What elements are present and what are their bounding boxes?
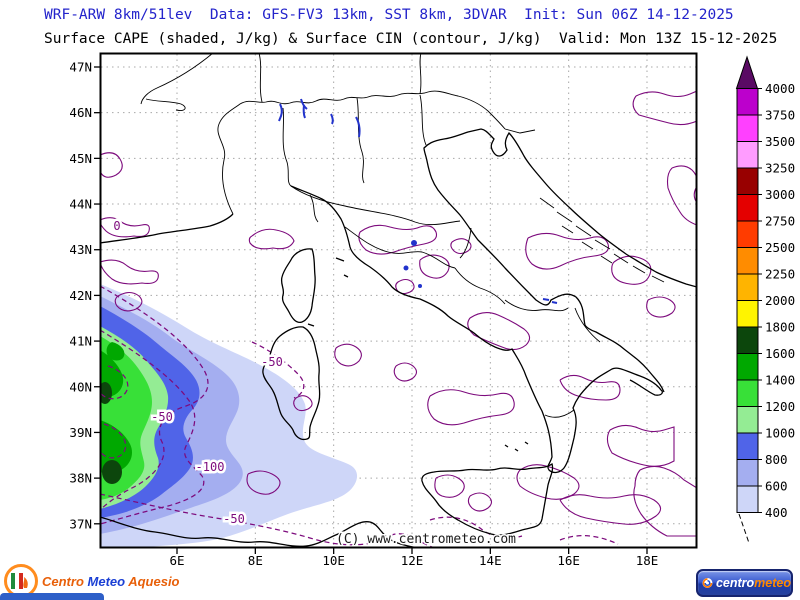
colorbar-segment [736,220,759,248]
lat-tick-label: 40N [69,379,92,394]
lat-tick-label: 43N [69,242,92,257]
watermark: (C) www.centrometeo.com [336,532,516,547]
cin-contour-label: -50 [261,355,283,369]
lat-tick-label: 41N [69,334,92,349]
right-logo-word1: centro [715,576,755,590]
axis-ticks [94,66,648,554]
colorbar-tick-label: 1800 [765,320,795,335]
colorbar-segment [736,459,759,487]
colorbar-tick-label: 3750 [765,108,795,123]
lon-tick-label: 18E [636,553,659,568]
colorbar-tick-label: 3250 [765,161,795,176]
lat-tick-label: 44N [69,197,92,212]
colorbar-tick-label: 1200 [765,399,795,414]
cin-contour-label: -50 [151,410,173,424]
left-logo-icon [4,564,38,598]
lat-tick-label: 47N [69,60,92,75]
axis-labels: 47N 46N 45N 44N 43N 42N 41N 40N 39N 38N 37N 6E 8E 10E… [69,60,658,569]
colorbar-tick-label: 3000 [765,187,795,202]
right-logo-swirl-icon [702,578,713,588]
colorbar-segment [736,167,759,195]
colorbar-segment [736,432,759,460]
colorbar-segment [736,247,759,275]
lat-tick-label: 42N [69,288,92,303]
cape-colorbar: 4000 3750 3500 3250 3000 2750 2500 2250 2000 1800… [736,81,795,520]
colorbar-tick-label: 2000 [765,293,795,308]
left-logo-word1: Centro [42,573,84,589]
left-logo-text: Centro Meteo Aquesio [42,574,180,589]
cin-contours-dashed [100,285,619,548]
centrometeo-logo[interactable]: centrometeo [696,569,793,597]
lon-tick-label: 14E [479,553,502,568]
map-frame [99,52,698,549]
colorbar-tick-label: 600 [765,479,788,494]
colorbar-tick-label: 400 [765,505,788,520]
lon-tick-label: 10E [322,553,345,568]
lon-tick-label: 8E [248,553,263,568]
colorbar-segment [736,353,759,381]
cape-shading [100,284,358,548]
left-logo-word3: Aquesio [128,573,180,589]
lon-tick-label: 12E [401,553,424,568]
cin-contour-label: -50 [223,512,245,526]
model-init-title: WRF-ARW 8km/51lev Data: GFS-FV3 13km, SS… [44,7,734,23]
cin-contours-solid [100,90,697,537]
colorbar-segment [736,326,759,354]
coastlines-borders [100,53,697,548]
cin-contour-label: 0 [113,219,120,233]
colorbar-tick-label: 1600 [765,346,795,361]
centro-meteo-aquesio-logo[interactable]: Centro Meteo Aquesio [4,564,180,598]
lat-tick-label: 38N [69,471,92,486]
colorbar-segment [736,485,759,513]
lakes [278,98,558,304]
colorbar-segment [736,194,759,222]
colorbar-segment [736,88,759,116]
cin-contour-labels: -50 -100 -50 -50 0 [111,217,285,529]
lon-tick-label: 6E [169,553,184,568]
colorbar-segment [736,379,759,407]
colorbar-tick-label: 2250 [765,267,795,282]
cape-fill-1600b [102,460,122,484]
lat-tick-label: 37N [69,516,92,531]
colorbar-segment [736,273,759,301]
cin-contour-label: -100 [196,460,225,474]
colorbar-leader-line [738,513,750,544]
left-logo-blue-bar [0,593,104,600]
colorbar-tick-label: 1000 [765,426,795,441]
colorbar-tick-label: 800 [765,452,788,467]
colorbar-segment [736,114,759,142]
lat-tick-label: 39N [69,425,92,440]
colorbar-tick-label: 2500 [765,240,795,255]
right-logo-word2: meteo [754,576,791,590]
colorbar-arrow [735,55,759,89]
colorbar-segment [736,141,759,169]
lat-tick-label: 45N [69,151,92,166]
colorbar-tick-label: 4000 [765,81,795,96]
colorbar-tick-label: 3500 [765,134,795,149]
right-logo-text: centrometeo [716,576,791,590]
field-valid-title: Surface CAPE (shaded, J/kg) & Surface CI… [44,31,778,47]
colorbar-segment [736,300,759,328]
lat-tick-label: 46N [69,105,92,120]
colorbar-tick-label: 2750 [765,214,795,229]
colorbar-segment [736,406,759,434]
colorbar-tick-label: 1400 [765,373,795,388]
left-logo-word2: Meteo [87,573,126,589]
lon-tick-label: 16E [557,553,580,568]
